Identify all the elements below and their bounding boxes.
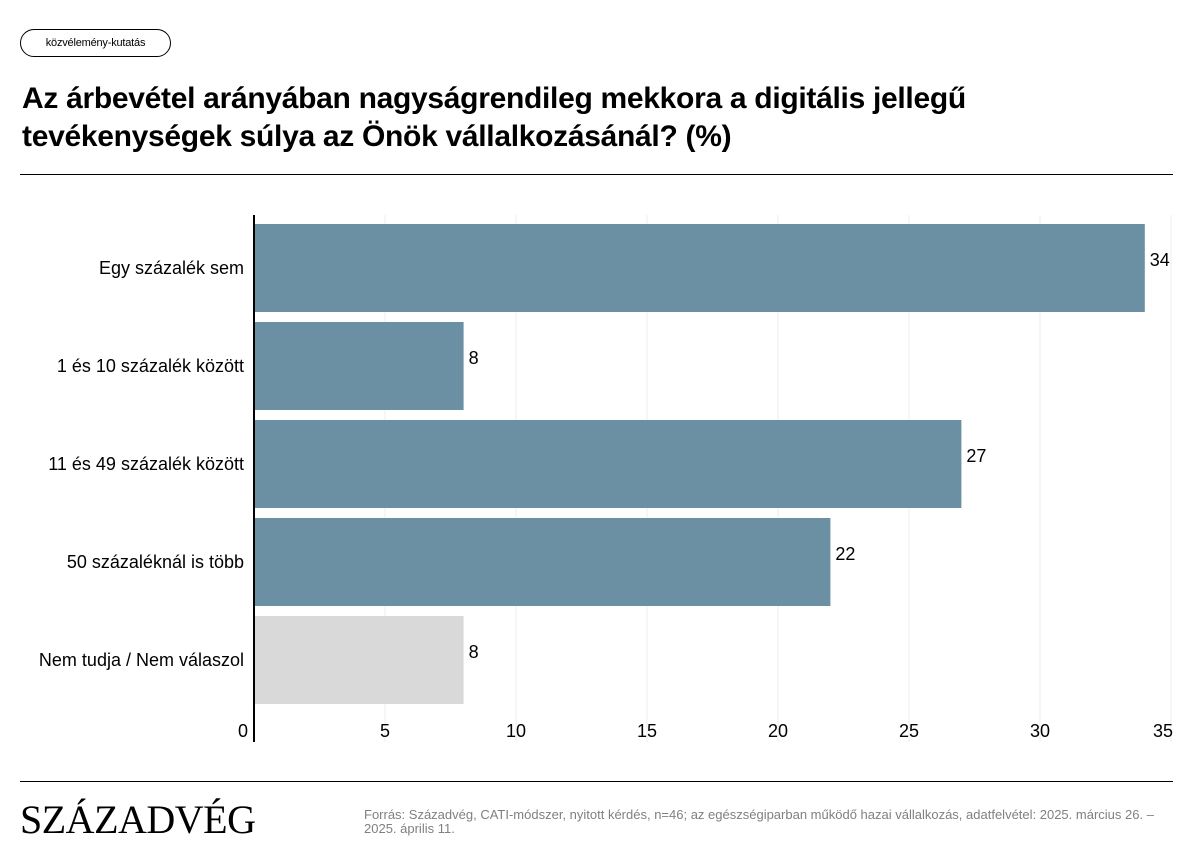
category-label: Egy százalék sem <box>99 258 244 278</box>
category-tag: közvélemény-kutatás <box>20 29 171 57</box>
data-label: 27 <box>966 446 986 466</box>
x-tick-label: 15 <box>637 721 657 741</box>
category-label: 11 és 49 százalék között <box>48 454 244 474</box>
bar <box>254 322 464 410</box>
bar-chart: Egy százalék sem 34 1 és 10 százalék közöt… <box>39 215 1173 742</box>
category-label: 1 és 10 százalék között <box>57 356 244 376</box>
x-tick-label: 35 <box>1153 721 1173 741</box>
bar <box>254 518 831 606</box>
page-title: Az árbevétel arányában nagyságrendileg m… <box>22 82 966 153</box>
x-tick-label: 20 <box>768 721 788 741</box>
bar <box>254 224 1145 312</box>
title-divider <box>20 174 1173 175</box>
data-label: 22 <box>835 544 855 564</box>
category-label: 50 százaléknál is több <box>67 552 244 572</box>
brand-logo: SZÁZADVÉG <box>20 797 256 842</box>
x-tick-label: 10 <box>506 721 526 741</box>
bar <box>254 420 962 508</box>
data-label: 8 <box>469 348 479 368</box>
x-tick-label: 30 <box>1030 721 1050 741</box>
x-tick-label: 5 <box>380 721 390 741</box>
bar <box>254 616 464 704</box>
x-tick-label: 0 <box>238 721 248 741</box>
data-label: 34 <box>1150 250 1170 270</box>
category-label: Nem tudja / Nem válaszol <box>39 650 244 670</box>
source-note: Forrás: Századvég, CATI-módszer, nyitott… <box>364 807 1154 836</box>
x-tick-label: 25 <box>899 721 919 741</box>
data-label: 8 <box>469 642 479 662</box>
footer-divider <box>20 781 1173 782</box>
